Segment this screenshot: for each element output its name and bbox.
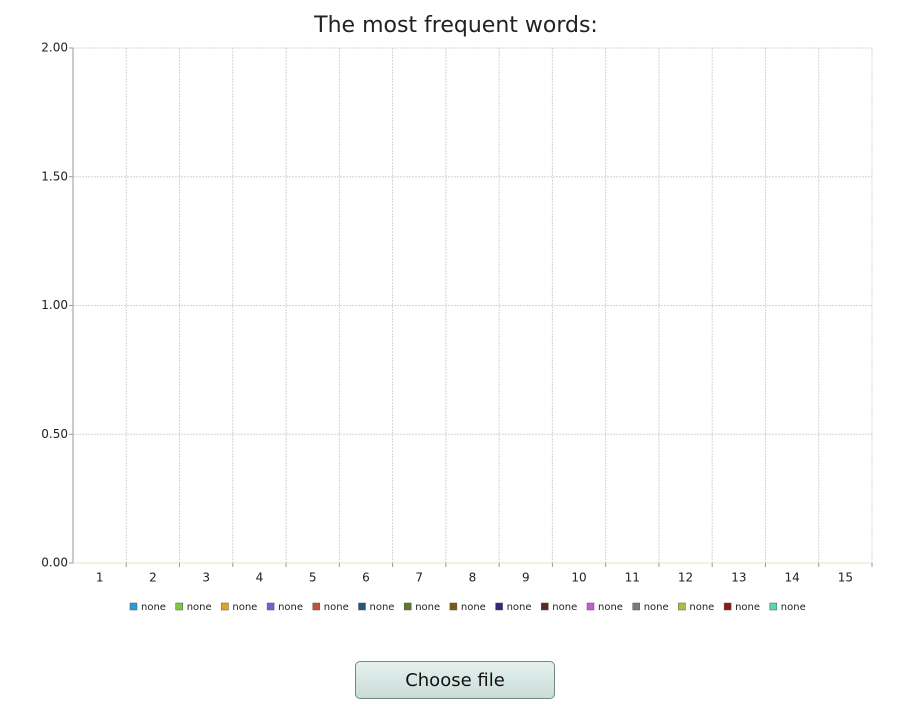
legend-swatch [586, 602, 595, 611]
legend-swatch [678, 602, 686, 611]
x-tick-label: 2 [149, 571, 157, 585]
legend-label: none [781, 602, 806, 613]
y-tick-label: 2.00 [41, 41, 68, 55]
legend-label: none [232, 602, 257, 613]
x-tick-label: 6 [362, 571, 370, 585]
legend-label: none [278, 602, 303, 613]
x-tick-label: 3 [202, 571, 210, 585]
x-tick-label: 15 [838, 571, 853, 585]
legend-label: none [644, 602, 669, 613]
x-tick-label: 7 [415, 571, 423, 585]
x-tick-label: 14 [784, 571, 799, 585]
x-tick-label: 9 [522, 571, 530, 585]
legend-label: none [552, 602, 577, 613]
y-tick-label: 0.00 [41, 556, 68, 570]
legend-label: none [141, 602, 166, 613]
legend-label: none [735, 602, 760, 613]
x-tick-label: 11 [625, 571, 640, 585]
legend-swatch [541, 602, 549, 611]
y-tick-label: 1.00 [41, 298, 68, 312]
x-tick-label: 13 [731, 571, 746, 585]
choose-file-button[interactable]: Choose file [355, 661, 555, 699]
legend-swatch [769, 602, 778, 611]
legend-swatch [358, 602, 366, 611]
x-tick-label: 4 [256, 571, 264, 585]
x-tick-label: 5 [309, 571, 317, 585]
legend-swatch [495, 602, 503, 611]
legend-label: none [598, 602, 623, 613]
legend-swatch [129, 602, 138, 611]
legend-label: none [187, 602, 212, 613]
legend-swatch [175, 602, 183, 611]
x-tick-label: 12 [678, 571, 693, 585]
legend-swatch [312, 602, 321, 611]
x-tick-label: 1 [96, 571, 104, 585]
legend-swatch [723, 602, 732, 611]
legend-label: none [370, 602, 395, 613]
chart: The most frequent words: 0.00 0.50 1.00 1.5… [41, 13, 873, 613]
legend-swatch [449, 602, 458, 611]
legend-label: none [461, 602, 486, 613]
y-tick-label: 0.50 [41, 427, 68, 441]
legend-label: none [689, 602, 714, 613]
legend-label: none [324, 602, 349, 613]
legend-swatch [403, 602, 412, 611]
chart-title: The most frequent words: [313, 13, 598, 38]
legend-swatch [221, 602, 229, 611]
legend-swatch [632, 602, 640, 611]
legend-swatch [266, 602, 275, 611]
x-tick-label: 8 [469, 571, 477, 585]
x-tick-label: 10 [571, 571, 586, 585]
legend-label: none [507, 602, 532, 613]
y-tick-label: 1.50 [41, 169, 68, 183]
legend-label: none [415, 602, 440, 613]
